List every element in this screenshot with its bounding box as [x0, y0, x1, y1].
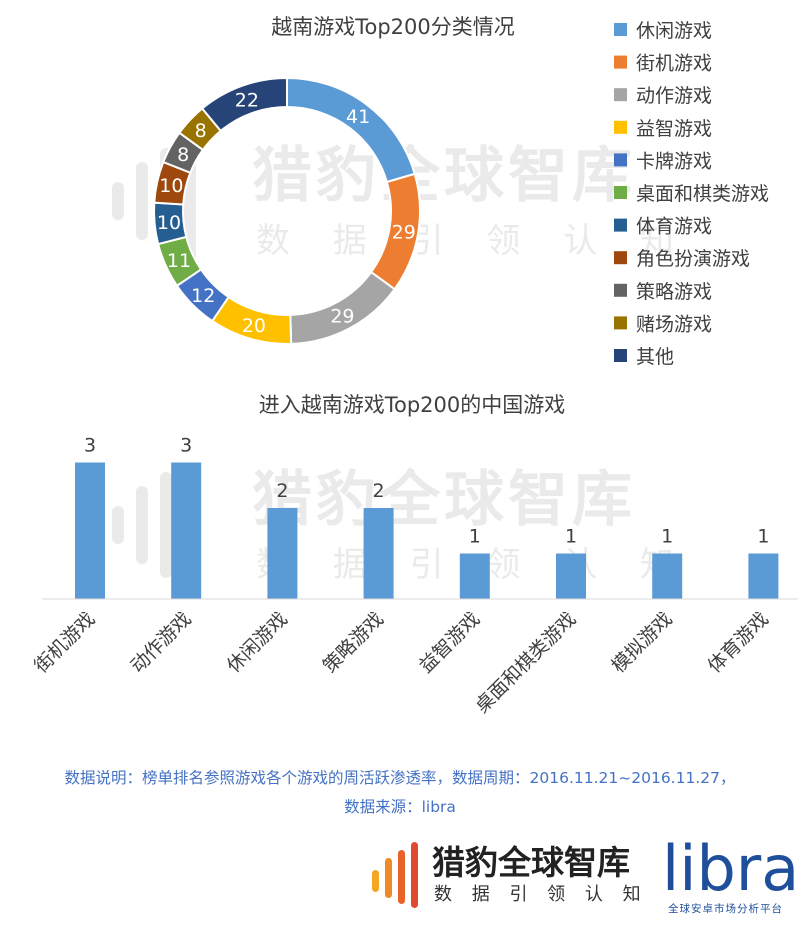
- legend-label-6: 桌面和棋类游戏: [636, 183, 769, 205]
- donut-slice-label-1: 41: [346, 106, 370, 128]
- donut-slice-label-6: 11: [167, 250, 191, 272]
- bar-value-label-6: 1: [565, 526, 577, 548]
- legend-swatch-6: [614, 186, 627, 199]
- bar-value-label-1: 3: [84, 435, 96, 457]
- watermark-title-2: 猎豹全球智库: [252, 465, 636, 535]
- bar-category-label-2: 动作游戏: [126, 608, 195, 677]
- bar-chart-title: 进入越南游戏Top200的中国游戏: [259, 393, 566, 417]
- bar-8: [748, 553, 779, 599]
- legend: 休闲游戏街机游戏动作游戏益智游戏卡牌游戏桌面和棋类游戏体育游戏角色扮演游戏策略游…: [614, 20, 769, 368]
- bar-category-label-4: 策略游戏: [319, 608, 388, 677]
- cheetah-logo-subtitle: 数 据 引 领 认 知: [434, 884, 648, 905]
- legend-swatch-11: [614, 349, 627, 362]
- donut-slice-11: [200, 76, 288, 133]
- bar-4: [363, 508, 394, 599]
- bar-category-label-1: 街机游戏: [30, 608, 99, 677]
- cheetah-logo-icon: [372, 842, 418, 908]
- bar-category-label-5: 益智游戏: [415, 608, 484, 677]
- legend-swatch-3: [614, 88, 627, 102]
- bar-3: [267, 508, 298, 599]
- bar-6: [556, 553, 586, 599]
- watermark-title: 猎豹全球智库: [252, 141, 636, 211]
- donut-slice-label-4: 20: [242, 315, 266, 337]
- legend-swatch-2: [614, 55, 627, 69]
- donut-slice-label-7: 10: [157, 212, 181, 234]
- donut-chart: [153, 76, 421, 345]
- donut-slice-label-3: 29: [330, 306, 354, 328]
- watermark-top: 猎豹全球智库 数 据 引 领 认 知: [112, 140, 690, 262]
- libra-logo-name: libra: [662, 832, 799, 905]
- bar-value-label-8: 1: [757, 526, 769, 548]
- bar-5: [459, 553, 490, 599]
- libra-logo: libra 全球安卓市场分析平台: [662, 832, 799, 915]
- legend-swatch-8: [614, 251, 627, 265]
- bar-category-label-3: 休闲游戏: [223, 608, 292, 677]
- legend-swatch-10: [614, 316, 627, 330]
- legend-label-1: 休闲游戏: [636, 20, 712, 42]
- legend-label-3: 动作游戏: [636, 85, 712, 107]
- legend-swatch-1: [614, 23, 627, 36]
- donut-slice-label-5: 12: [191, 285, 215, 307]
- donut-title: 越南游戏Top200分类情况: [271, 15, 515, 39]
- bar-chart: 3 3 2 2 1 1 1 1: [75, 435, 779, 599]
- legend-swatch-5: [614, 153, 627, 167]
- data-note-line2: 数据来源：libra: [344, 798, 456, 816]
- donut-slice-label-11: 22: [235, 90, 259, 112]
- data-note-line1: 数据说明：榜单排名参照游戏各个游戏的周活跃渗透率，数据周期：2016.11.21…: [65, 769, 736, 787]
- legend-label-8: 角色扮演游戏: [636, 248, 750, 270]
- legend-label-11: 其他: [636, 346, 674, 368]
- bar-category-label-6: 桌面和棋类游戏: [471, 608, 581, 718]
- bar-2: [171, 462, 202, 599]
- bar-value-label-7: 1: [661, 526, 673, 548]
- legend-label-10: 赌场游戏: [636, 313, 712, 335]
- donut-slice-label-2: 29: [392, 221, 416, 243]
- legend-label-7: 体育游戏: [636, 216, 712, 238]
- legend-label-2: 街机游戏: [636, 53, 712, 75]
- bar-1: [75, 462, 105, 599]
- libra-logo-tagline: 全球安卓市场分析平台: [668, 902, 783, 915]
- bar-value-label-3: 2: [276, 480, 288, 502]
- bar-7: [652, 553, 683, 599]
- bar-value-label-5: 1: [469, 526, 481, 548]
- legend-label-9: 策略游戏: [636, 281, 712, 303]
- legend-label-4: 益智游戏: [636, 118, 712, 140]
- donut-slice-label-9: 8: [177, 144, 189, 166]
- cheetah-logo: 猎豹全球智库 数 据 引 领 认 知: [372, 842, 648, 908]
- legend-swatch-9: [614, 283, 627, 297]
- bar-category-label-7: 模拟游戏: [607, 608, 676, 677]
- legend-swatch-4: [614, 120, 627, 134]
- donut-slice-label-8: 10: [159, 175, 183, 197]
- bar-category-label-8: 体育游戏: [704, 608, 773, 677]
- legend-swatch-7: [614, 218, 627, 232]
- bar-value-label-4: 2: [373, 480, 385, 502]
- cheetah-logo-title: 猎豹全球智库: [432, 843, 630, 882]
- donut-slice-label-10: 8: [195, 120, 207, 142]
- legend-label-5: 卡牌游戏: [636, 150, 712, 172]
- bar-value-label-2: 3: [180, 435, 192, 457]
- watermark-subtitle: 数 据 引 领 认 知: [256, 221, 690, 261]
